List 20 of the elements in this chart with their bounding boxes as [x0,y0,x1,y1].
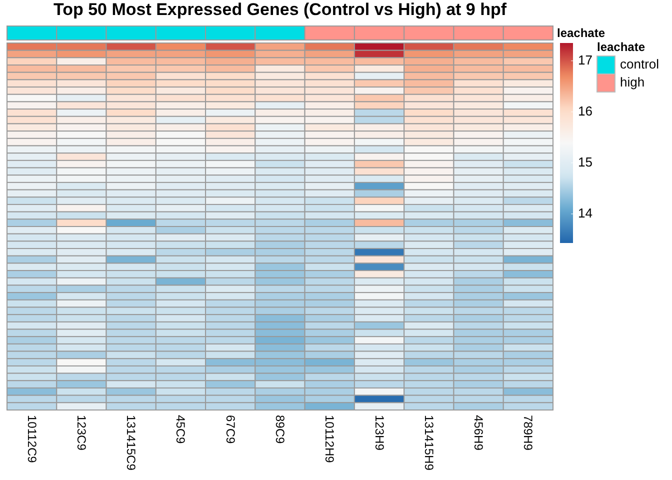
color-bar-label: 17 [578,52,592,68]
color-bar-label: 15 [578,154,592,170]
color-bar-label: 14 [578,205,592,220]
x-tick-label: 10112C9 [24,415,39,464]
x-tick-label: 123H9 [372,415,386,451]
x-tick-label: 131415H9 [422,415,436,471]
x-tick-label: 45C9 [174,415,188,444]
x-tick-label: 10112H9 [322,415,337,464]
text: control [620,56,660,72]
color-bar-label: 16 [578,103,592,118]
x-tick-label: 131415C9 [124,415,138,471]
text: leachate [557,26,606,40]
text: high [620,74,645,90]
x-tick-label: 789H9 [521,415,536,451]
x-tick-label: 456H9 [472,415,486,451]
legend-title: leachate [597,40,646,54]
x-tick-label: 123C9 [74,415,88,451]
x-tick-label: 67C9 [223,415,238,444]
x-tick-label: 89C9 [273,415,287,444]
chart-title: Top 50 Most Expressed Genes (Control vs High) at 9 hpf [53,0,507,19]
